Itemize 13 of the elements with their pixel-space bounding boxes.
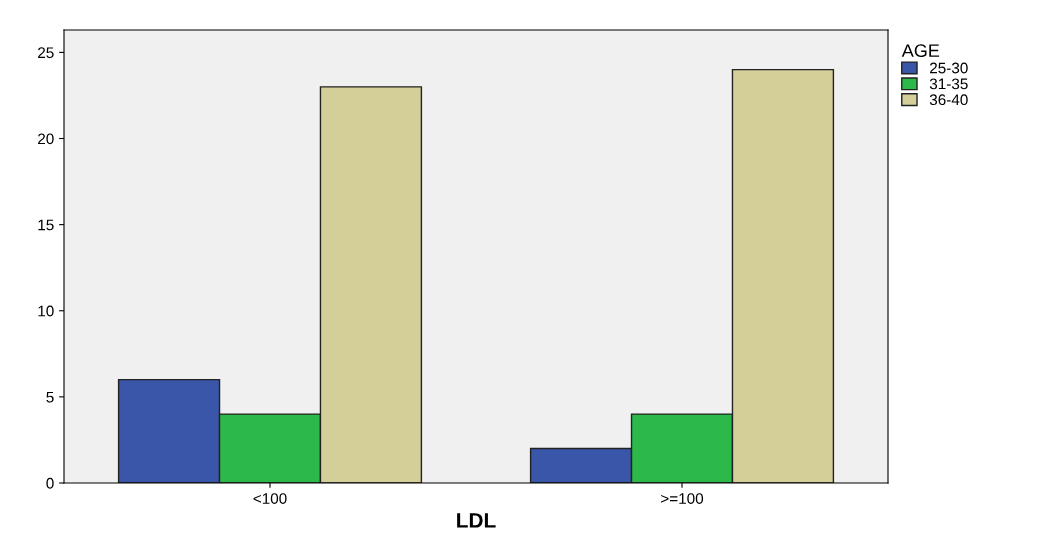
x-tick-label: <100: [253, 493, 287, 504]
y-tick-label: 0: [46, 477, 54, 489]
y-tick-label: 10: [38, 305, 54, 317]
legend-label: 25-30: [930, 62, 968, 74]
x-axis-title: LDL: [457, 513, 496, 528]
x-tick-label: >=100: [661, 493, 704, 504]
y-tick-label: 20: [38, 133, 54, 145]
legend-label: 36-40: [929, 94, 968, 106]
legend-label: 31-35: [929, 78, 968, 90]
legend-title: AGE: [901, 44, 940, 58]
y-tick-label: 15: [38, 219, 54, 231]
y-tick-label: 5: [46, 391, 54, 403]
y-tick-label: 25: [38, 47, 54, 59]
